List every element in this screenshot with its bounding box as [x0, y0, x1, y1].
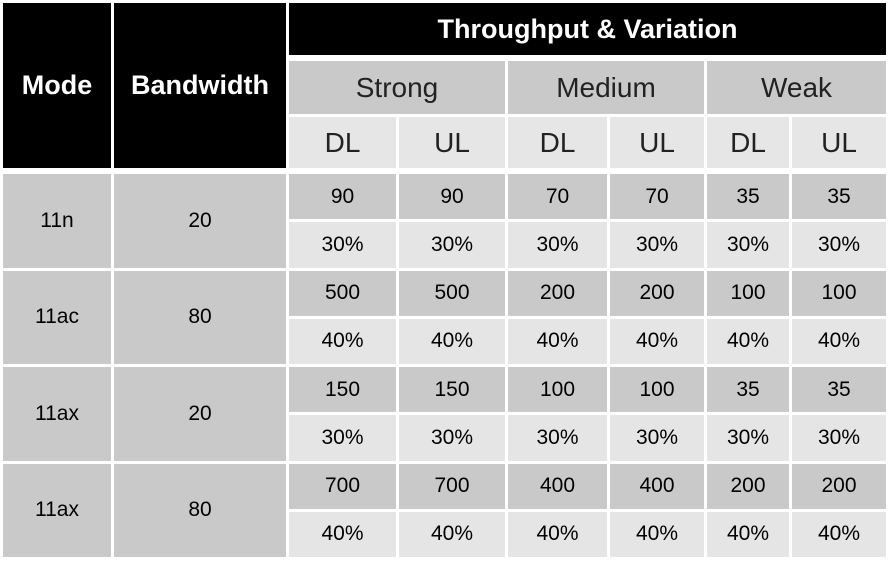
variation-cell: 30%	[610, 415, 704, 461]
variation-cell: 40%	[508, 318, 607, 364]
throughput-cell: 35	[792, 174, 886, 220]
variation-cell: 40%	[610, 318, 704, 364]
throughput-cell: 100	[508, 367, 607, 413]
throughput-cell: 35	[707, 367, 789, 413]
throughput-cell: 400	[508, 463, 607, 509]
variation-cell: 30%	[610, 222, 704, 268]
bandwidth-cell: 80	[114, 270, 286, 364]
throughput-cell: 700	[399, 463, 505, 509]
direction-header: UL	[399, 117, 505, 168]
throughput-cell: 100	[610, 367, 704, 413]
mode-cell: 11ac	[3, 270, 111, 364]
throughput-cell: 200	[508, 270, 607, 316]
variation-cell: 30%	[399, 222, 505, 268]
throughput-cell: 150	[399, 367, 505, 413]
throughput-cell: 70	[508, 174, 607, 220]
mode-header: Mode	[3, 3, 111, 168]
signal-header: Medium	[508, 61, 704, 114]
direction-header: UL	[792, 117, 886, 168]
throughput-cell: 200	[707, 463, 789, 509]
mode-cell: 11ax	[3, 463, 111, 557]
variation-cell: 30%	[792, 415, 886, 461]
throughput-cell: 500	[289, 270, 396, 316]
signal-header: Strong	[289, 61, 505, 114]
variation-cell: 30%	[707, 415, 789, 461]
throughput-cell: 90	[289, 174, 396, 220]
throughput-cell: 200	[792, 463, 886, 509]
variation-cell: 40%	[399, 318, 505, 364]
variation-cell: 40%	[707, 511, 789, 557]
throughput-cell: 700	[289, 463, 396, 509]
variation-cell: 40%	[508, 511, 607, 557]
variation-cell: 30%	[508, 415, 607, 461]
bandwidth-cell: 80	[114, 463, 286, 557]
variation-cell: 30%	[508, 222, 607, 268]
variation-cell: 40%	[610, 511, 704, 557]
throughput-cell: 100	[707, 270, 789, 316]
direction-header: DL	[707, 117, 789, 168]
throughput-cell: 35	[792, 367, 886, 413]
throughput-cell: 500	[399, 270, 505, 316]
mode-cell: 11n	[3, 174, 111, 268]
throughput-cell: 35	[707, 174, 789, 220]
throughput-cell: 150	[289, 367, 396, 413]
variation-cell: 40%	[289, 318, 396, 364]
direction-header: DL	[289, 117, 396, 168]
signal-header: Weak	[707, 61, 886, 114]
throughput-cell: 100	[792, 270, 886, 316]
bandwidth-cell: 20	[114, 367, 286, 461]
variation-cell: 30%	[399, 415, 505, 461]
variation-cell: 40%	[289, 511, 396, 557]
throughput-cell: 70	[610, 174, 704, 220]
variation-cell: 30%	[792, 222, 886, 268]
bandwidth-header: Bandwidth	[114, 3, 286, 168]
variation-cell: 40%	[792, 511, 886, 557]
bandwidth-cell: 20	[114, 174, 286, 268]
direction-header: DL	[508, 117, 607, 168]
variation-cell: 40%	[792, 318, 886, 364]
mode-cell: 11ax	[3, 367, 111, 461]
throughput-cell: 90	[399, 174, 505, 220]
group-header: Throughput & Variation	[289, 3, 886, 55]
variation-cell: 40%	[399, 511, 505, 557]
variation-cell: 30%	[289, 222, 396, 268]
variation-cell: 40%	[707, 318, 789, 364]
variation-cell: 30%	[707, 222, 789, 268]
direction-header: UL	[610, 117, 704, 168]
throughput-cell: 400	[610, 463, 704, 509]
variation-cell: 30%	[289, 415, 396, 461]
throughput-cell: 200	[610, 270, 704, 316]
